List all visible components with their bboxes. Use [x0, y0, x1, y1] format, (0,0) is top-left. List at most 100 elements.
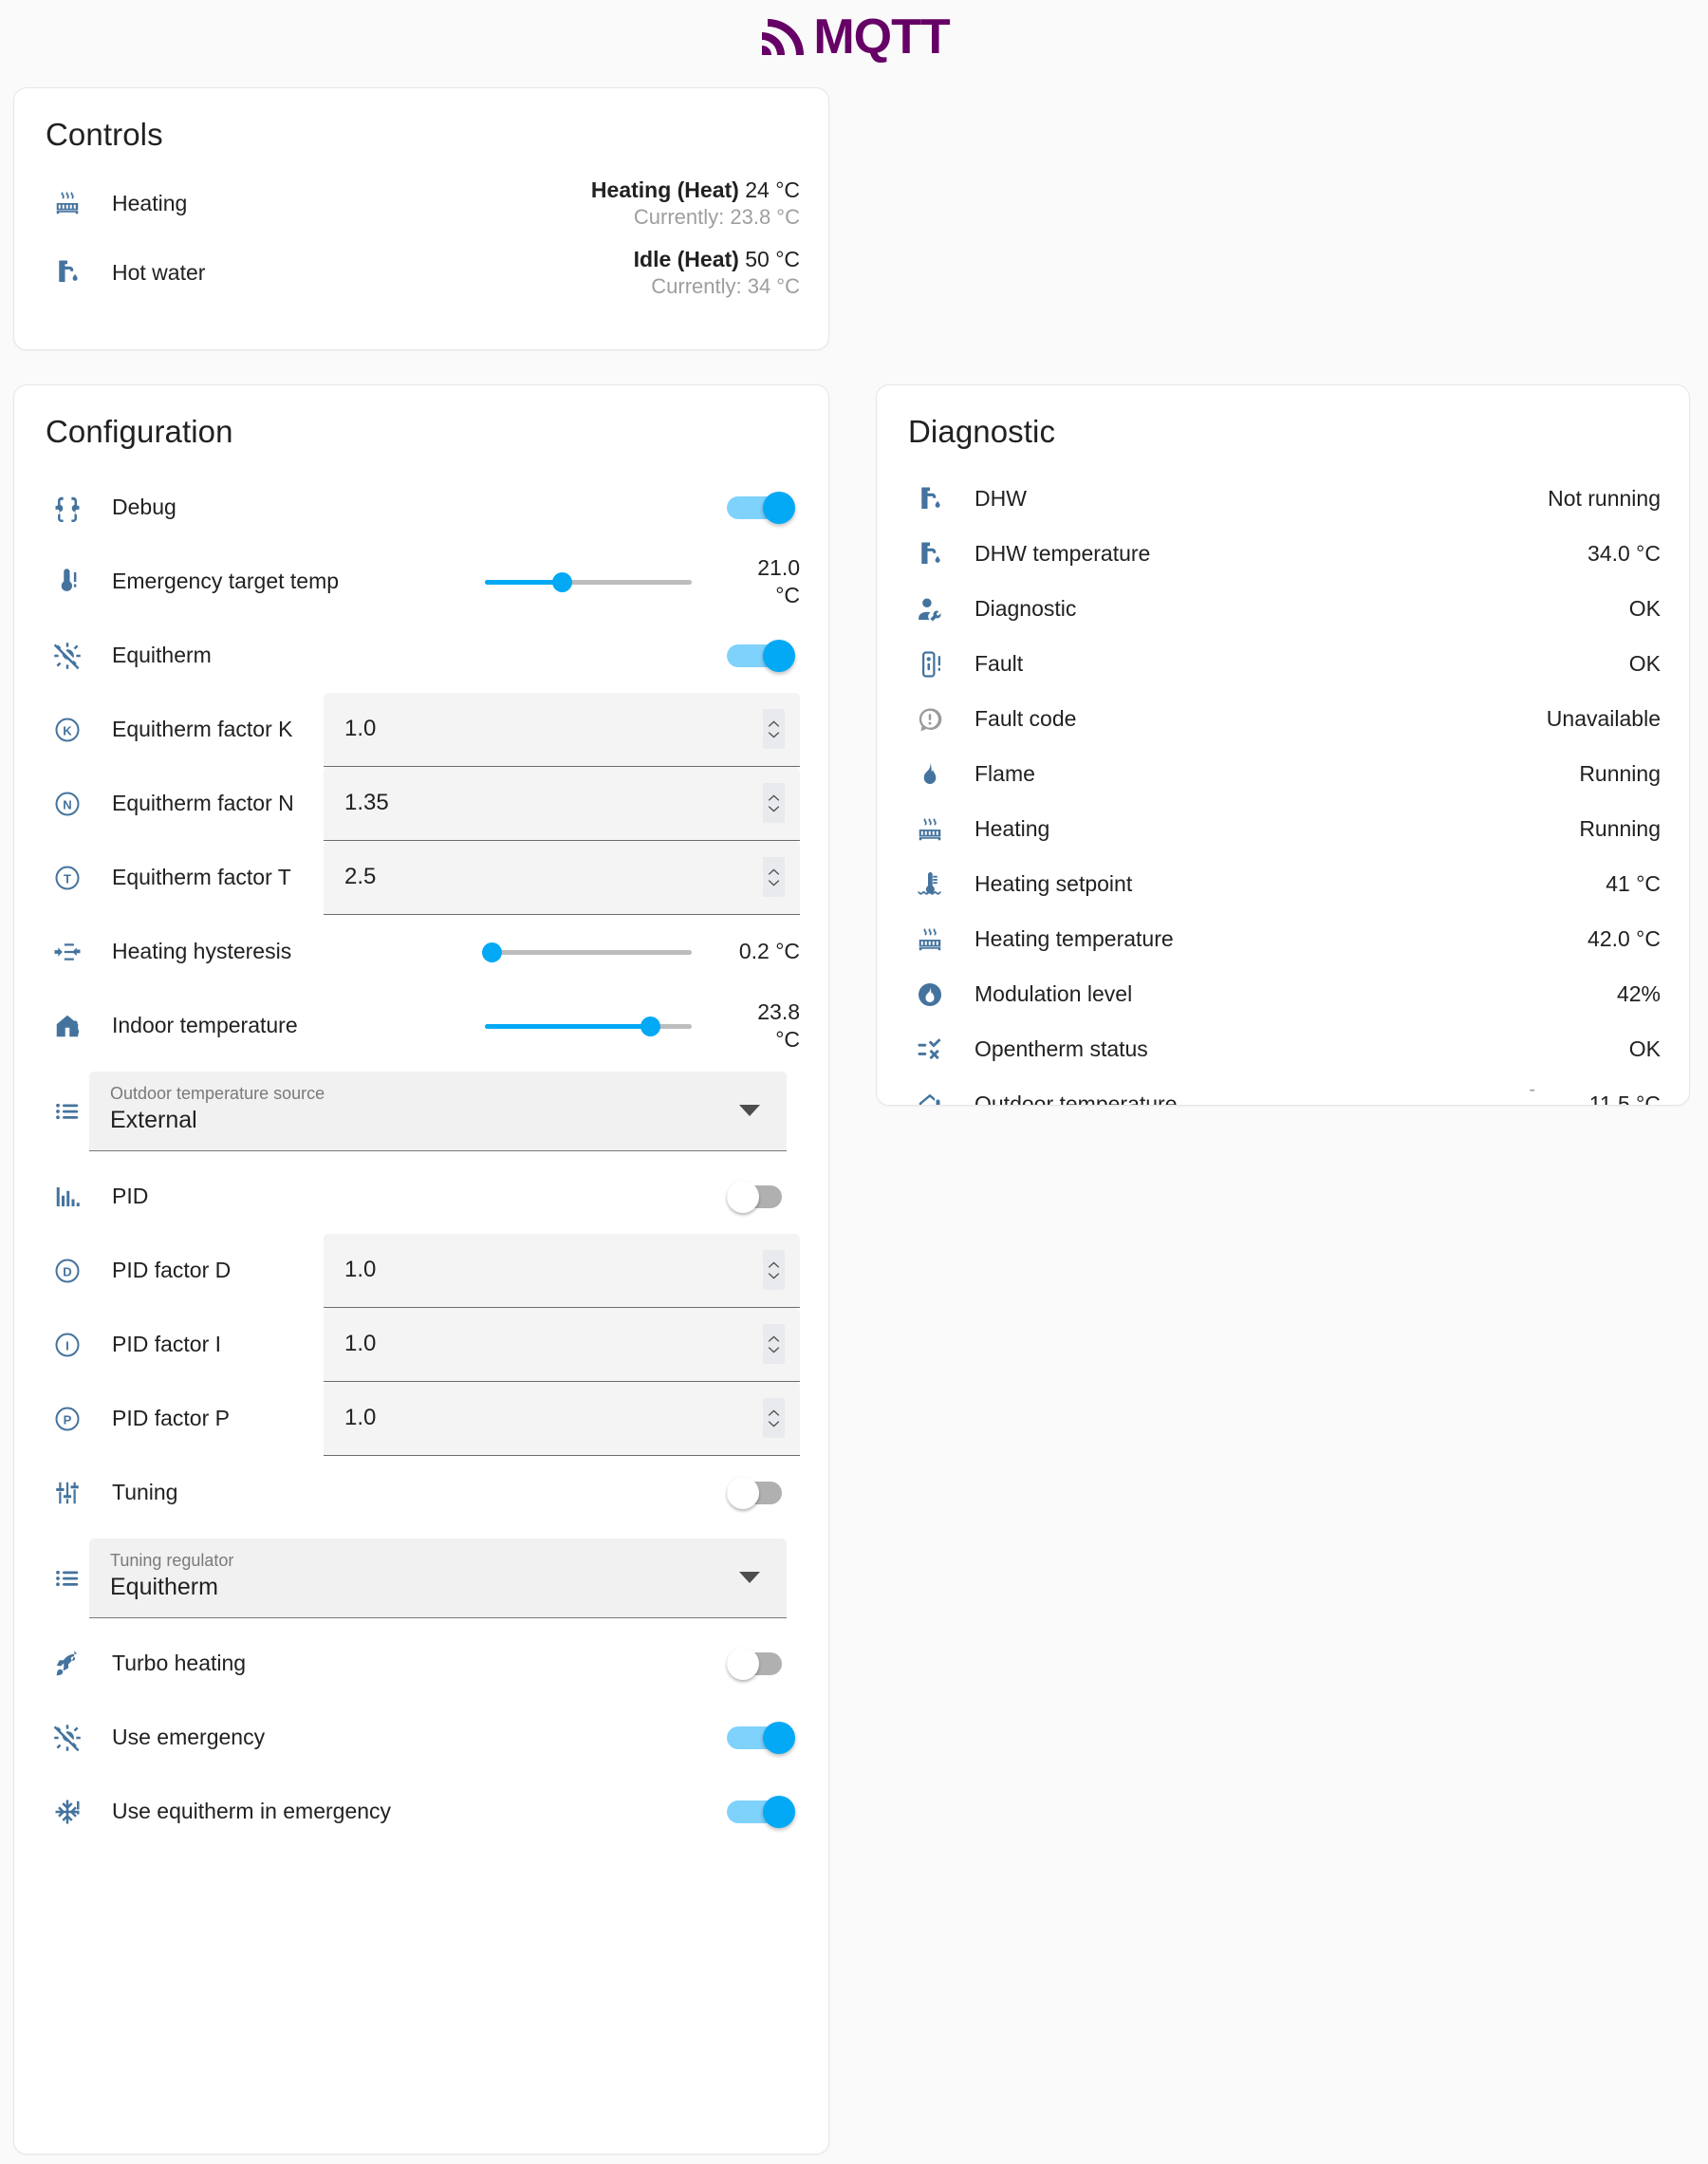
config-row-pid-factor-i[interactable]: I PID factor I 1.0	[14, 1307, 828, 1382]
diagnostic-row-diagnostic[interactable]: Diagnostic OK	[877, 582, 1689, 637]
diagnostic-row-opentherm-status[interactable]: Opentherm status OK	[877, 1022, 1689, 1077]
diagnostic-row-flame[interactable]: Flame Running	[877, 747, 1689, 802]
number-stepper[interactable]	[763, 1250, 785, 1291]
config-row-heating-hysteresis[interactable]: Heating hysteresis 0.2 °C	[14, 915, 828, 989]
slider-value-number: 0.2 °C	[738, 939, 800, 964]
diagnostic-row-value: Running	[1579, 816, 1661, 842]
config-row-indoor-temperature[interactable]: Indoor temperature 23.8 °C	[14, 989, 828, 1063]
number-input-value: 1.0	[344, 716, 377, 742]
diagnostic-row-heating-temperature[interactable]: Heating temperature 42.0 °C	[877, 912, 1689, 967]
config-slider[interactable]	[481, 936, 692, 968]
config-toggle[interactable]	[727, 1647, 795, 1680]
diagnostic-row-outdoor-temperature[interactable]: Outdoor temperature 11.5 °C	[877, 1077, 1689, 1106]
config-row-label: PID	[112, 1184, 149, 1209]
select-value: External	[110, 1107, 197, 1134]
diagnostic-row-value: 11.5 °C	[1588, 1091, 1661, 1106]
config-row-equitherm-factor-k[interactable]: K Equitherm factor K 1.0	[14, 692, 828, 767]
configuration-row-list: Debug Emergency target temp 21.0 °C Equither…	[14, 450, 828, 1849]
slider-fill	[485, 1023, 651, 1029]
slider-thumb[interactable]	[640, 1016, 661, 1036]
config-number-input[interactable]: 1.35	[324, 766, 800, 841]
toggle-knob	[763, 1721, 795, 1754]
config-number-input[interactable]: 1.0	[324, 1381, 800, 1456]
diagnostic-row-fault[interactable]: Fault OK	[877, 637, 1689, 692]
diagnostic-row-value: 34.0 °C	[1587, 541, 1661, 567]
controls-row-state: Heating (Heat)	[590, 177, 739, 202]
diagnostic-row-label: Heating temperature	[975, 926, 1174, 952]
svg-text:I: I	[65, 1338, 69, 1352]
controls-row-state: Idle (Heat)	[633, 246, 739, 271]
list-icon	[46, 1090, 89, 1133]
config-row-use-emergency[interactable]: Use emergency	[14, 1701, 828, 1775]
config-row-pid-factor-p[interactable]: P PID factor P 1.0	[14, 1381, 828, 1456]
config-row-equitherm-factor-n[interactable]: N Equitherm factor N 1.35	[14, 766, 828, 841]
radiator-icon	[46, 181, 89, 225]
config-row-turbo-heating[interactable]: Turbo heating	[14, 1627, 828, 1701]
slider-thumb[interactable]	[481, 942, 502, 962]
config-toggle[interactable]	[727, 491, 795, 524]
diagnostic-row-value: Running	[1579, 761, 1661, 787]
diagnostic-row-label: Heating	[975, 816, 1050, 842]
config-row-debug[interactable]: Debug	[14, 471, 828, 545]
toggle-knob	[727, 1180, 759, 1213]
number-stepper[interactable]	[763, 1398, 785, 1439]
number-input-value: 2.5	[344, 864, 377, 890]
config-toggle[interactable]	[727, 1795, 795, 1828]
home-thermometer-icon	[46, 1004, 89, 1048]
config-row-tuning-regulator[interactable]: Tuning regulator Equitherm	[14, 1530, 828, 1627]
diagnostic-row-dhw-temperature[interactable]: DHW temperature 34.0 °C	[877, 527, 1689, 582]
config-toggle[interactable]	[727, 1476, 795, 1509]
config-row-use-equitherm-in-emergency[interactable]: Use equitherm in emergency	[14, 1775, 828, 1849]
diagnostic-row-dhw[interactable]: DHW Not running	[877, 472, 1689, 527]
number-stepper[interactable]	[763, 857, 785, 898]
chart-bar-icon	[46, 1175, 89, 1219]
number-stepper[interactable]	[763, 783, 785, 824]
home-thermometer-outline-icon	[908, 1083, 952, 1105]
comment-alert-icon	[908, 698, 952, 741]
controls-row-target: 24 °C	[745, 177, 800, 202]
diagnostic-row-value: 42%	[1616, 981, 1661, 1007]
braces-icon	[46, 486, 89, 530]
config-row-pid[interactable]: PID	[14, 1160, 828, 1234]
config-select[interactable]: Tuning regulator Equitherm	[89, 1538, 787, 1618]
diagnostic-row-heating-setpoint[interactable]: Heating setpoint 41 °C	[877, 857, 1689, 912]
radiator-icon	[908, 918, 952, 961]
diagnostic-row-modulation-level[interactable]: Modulation level 42%	[877, 967, 1689, 1022]
config-row-equitherm-factor-t[interactable]: T Equitherm factor T 2.5	[14, 840, 828, 915]
letter-k-circle-icon: K	[46, 708, 89, 752]
number-stepper[interactable]	[763, 1324, 785, 1365]
mqtt-logo-text: MQTT	[813, 9, 950, 65]
controls-row-label: Hot water	[112, 259, 206, 285]
config-row-outdoor-temperature-source[interactable]: Outdoor temperature source External	[14, 1063, 828, 1160]
diagnostic-card: Diagnostic DHW Not running DHW temperature…	[876, 384, 1690, 1106]
diagnostic-row-heating[interactable]: Heating Running	[877, 802, 1689, 857]
water-pump-icon	[908, 477, 952, 521]
config-row-emergency-target-temp[interactable]: Emergency target temp 21.0 °C	[14, 545, 828, 619]
number-stepper[interactable]	[763, 709, 785, 750]
tune-icon	[46, 1471, 89, 1515]
config-toggle[interactable]	[727, 1721, 795, 1754]
controls-row-hot-water[interactable]: Hot water Idle (Heat) 50 °C Currently: 3…	[14, 245, 828, 301]
config-select[interactable]: Outdoor temperature source External	[89, 1071, 787, 1151]
config-row-equitherm[interactable]: Equitherm	[14, 619, 828, 693]
config-slider-value: 0.2 °C	[713, 938, 800, 965]
svg-text:K: K	[63, 723, 72, 737]
config-toggle[interactable]	[727, 639, 795, 672]
diagnostic-row-value: 42.0 °C	[1587, 926, 1661, 952]
config-number-input[interactable]: 1.0	[324, 1307, 800, 1382]
controls-row-heating[interactable]: Heating Heating (Heat) 24 °C Currently: …	[14, 176, 828, 232]
diagnostic-row-fault-code[interactable]: Fault code Unavailable	[877, 692, 1689, 747]
config-toggle[interactable]	[727, 1180, 795, 1213]
controls-card: Controls Heating Heating (Heat) 24 °C Cu…	[13, 87, 829, 350]
slider-thumb[interactable]	[551, 571, 572, 592]
config-row-tuning[interactable]: Tuning	[14, 1456, 828, 1530]
config-slider[interactable]	[485, 566, 692, 598]
config-slider-value: 23.8 °C	[713, 998, 800, 1054]
diagnostic-row-value: OK	[1628, 1036, 1661, 1062]
config-number-input[interactable]: 2.5	[324, 840, 800, 915]
config-slider[interactable]	[485, 1010, 692, 1042]
config-number-input[interactable]: 1.0	[324, 692, 800, 767]
config-number-input[interactable]: 1.0	[324, 1233, 800, 1308]
config-row-pid-factor-d[interactable]: D PID factor D 1.0	[14, 1233, 828, 1308]
config-row-label: Emergency target temp	[112, 569, 340, 594]
